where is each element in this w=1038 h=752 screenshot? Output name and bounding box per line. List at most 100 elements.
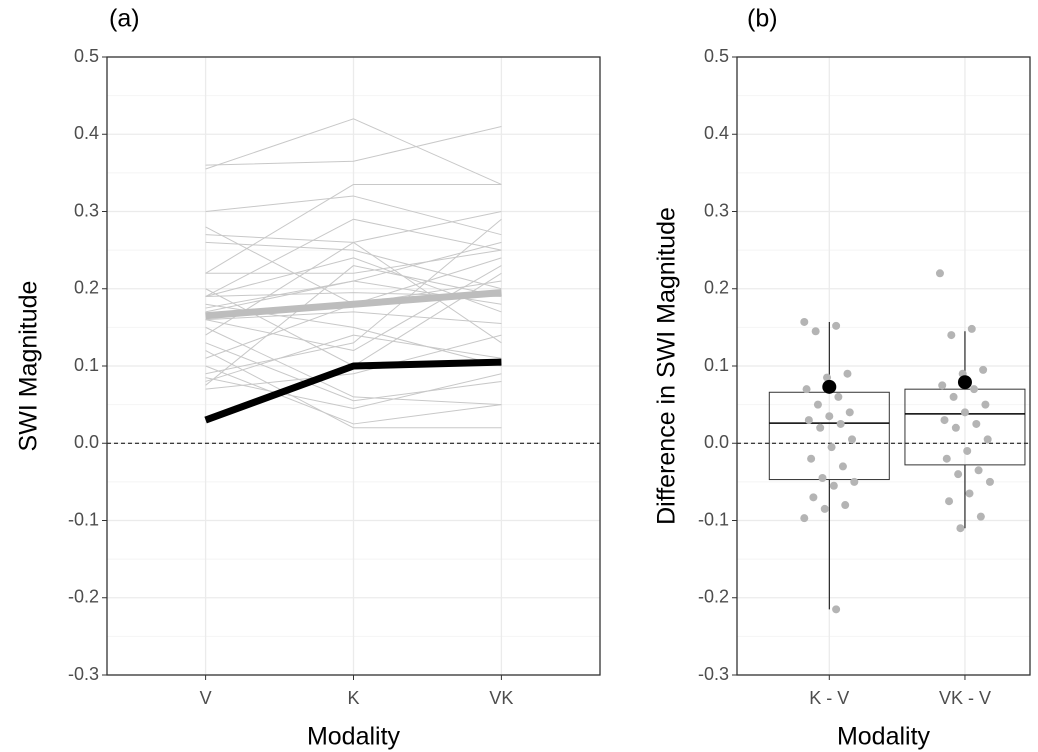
y-tick-label: 0.5 <box>74 46 99 66</box>
panel-title: (b) <box>747 5 778 33</box>
y-tick-label: 0.1 <box>74 355 99 375</box>
point <box>983 435 992 444</box>
y-tick-label: -0.3 <box>68 664 99 684</box>
x-axis-title: Modality <box>837 723 931 751</box>
series-line <box>205 365 502 425</box>
x-tick-label: V <box>200 688 212 708</box>
series-line <box>205 373 502 409</box>
series-line <box>205 289 502 320</box>
point <box>949 392 958 401</box>
series-line <box>205 249 502 274</box>
plot-border <box>106 56 601 676</box>
y-tick-label: 0.3 <box>704 200 729 220</box>
point <box>811 327 820 336</box>
x-axis-title: Modality <box>307 723 401 751</box>
x-tick-label: K <box>347 688 359 708</box>
point <box>985 477 994 486</box>
series-line <box>205 218 502 297</box>
point <box>820 504 829 513</box>
series-line <box>205 350 502 429</box>
point <box>829 481 838 490</box>
point <box>970 385 979 394</box>
point <box>979 365 988 374</box>
mean-point <box>822 379 837 394</box>
point <box>848 435 857 444</box>
point <box>800 317 809 326</box>
series-line <box>204 358 502 424</box>
plot-border <box>736 56 1031 676</box>
point <box>972 419 981 428</box>
point <box>935 269 944 278</box>
series-line <box>205 326 502 406</box>
point <box>942 454 951 463</box>
point <box>827 443 836 452</box>
y-tick-label: 0.1 <box>704 355 729 375</box>
point <box>845 408 854 417</box>
point <box>974 466 983 475</box>
point <box>850 477 859 486</box>
point <box>836 419 845 428</box>
point <box>965 489 974 498</box>
point <box>832 321 841 330</box>
series-line <box>205 334 502 382</box>
point <box>807 454 816 463</box>
point <box>967 324 976 333</box>
point <box>816 423 825 432</box>
y-tick-label: 0.2 <box>74 278 99 298</box>
x-tick-label: VK <box>489 688 513 708</box>
point <box>818 474 827 483</box>
y-axis-title: Difference in SWI Magnitude <box>653 207 681 525</box>
point <box>954 470 963 479</box>
y-tick-label: -0.2 <box>68 587 99 607</box>
point <box>947 331 956 340</box>
series-line <box>205 265 502 386</box>
point <box>809 493 818 502</box>
point <box>960 408 969 417</box>
y-tick-label: -0.1 <box>698 509 729 529</box>
series-line <box>205 218 502 375</box>
y-tick-label: 0.4 <box>704 123 729 143</box>
point <box>841 501 850 510</box>
y-tick-label: -0.2 <box>698 587 729 607</box>
x-tick-label: K - V <box>809 688 849 708</box>
point <box>976 512 985 521</box>
point <box>843 369 852 378</box>
y-tick-label: -0.1 <box>68 509 99 529</box>
series-line <box>205 311 502 325</box>
point <box>832 605 841 614</box>
y-tick-label: 0.0 <box>74 432 99 452</box>
series-line <box>205 126 502 166</box>
series-line <box>205 183 502 274</box>
y-tick-label: 0.3 <box>74 200 99 220</box>
y-tick-label: 0.5 <box>704 46 729 66</box>
point <box>834 392 843 401</box>
y-tick-label: -0.3 <box>698 664 729 684</box>
mean-point <box>957 375 972 390</box>
point <box>981 400 990 409</box>
point <box>945 497 954 506</box>
y-tick-label: 0.2 <box>704 278 729 298</box>
point <box>838 462 847 471</box>
point <box>963 446 972 455</box>
series-line <box>205 241 502 344</box>
series-line <box>205 334 502 390</box>
point <box>951 423 960 432</box>
point <box>800 514 809 523</box>
x-tick-label: VK - V <box>939 688 991 708</box>
point <box>956 524 965 533</box>
series-line <box>205 118 502 185</box>
y-tick-label: 0.0 <box>704 432 729 452</box>
series-line <box>205 241 502 290</box>
y-axis-title: SWI Magnitude <box>15 281 43 452</box>
point <box>940 416 949 425</box>
y-tick-label: 0.4 <box>74 123 99 143</box>
point <box>804 416 813 425</box>
series-line <box>205 342 502 402</box>
point <box>938 381 947 390</box>
point <box>802 385 811 394</box>
point <box>825 412 834 421</box>
point <box>813 400 822 409</box>
panel-title: (a) <box>109 5 140 33</box>
